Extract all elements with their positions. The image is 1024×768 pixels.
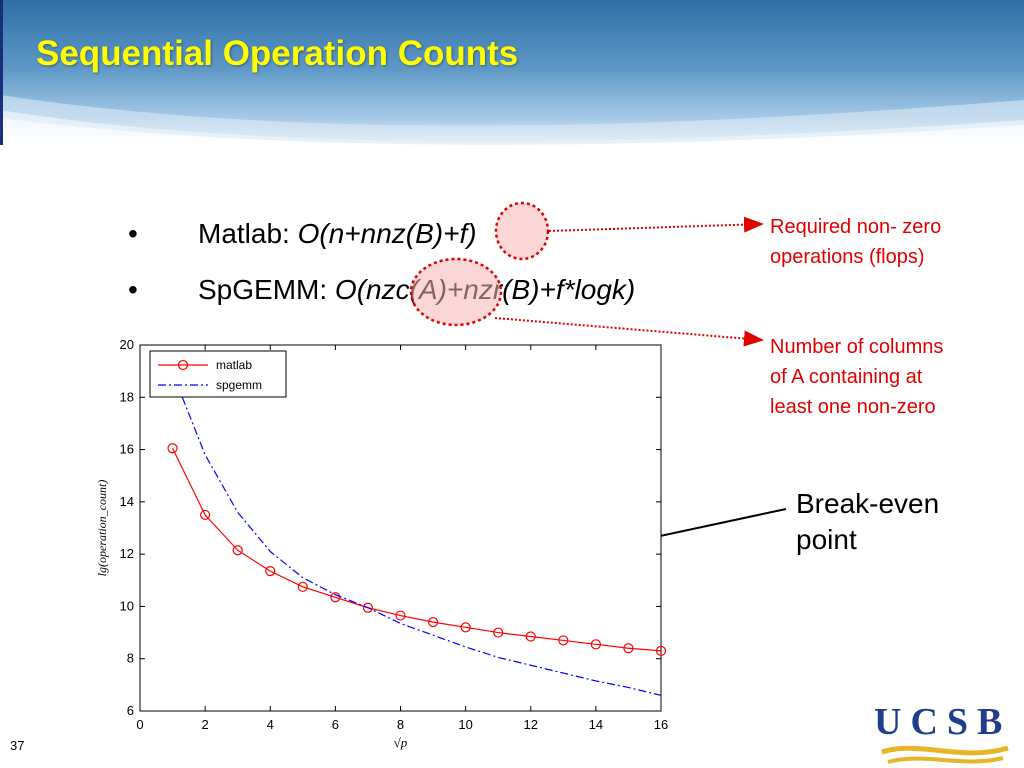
plot-area-frame xyxy=(139,344,662,712)
operation-count-chart: 0 2 4 6 8 10 12 14 16 6 8 10 12 14 16 18 20 √p lg(operatio… xyxy=(95,337,668,750)
highlight-circle-nzc xyxy=(409,257,503,327)
slide-title: Sequential Operation Counts xyxy=(36,34,519,73)
data-point-matlab xyxy=(265,566,276,577)
break-even-line: Break-even xyxy=(796,488,940,519)
annotation-flops: Required non- zero operations (flops) xyxy=(770,212,941,272)
logo-wave-icon xyxy=(881,745,1009,764)
slide-number: 37 xyxy=(10,738,25,753)
series-line-matlab xyxy=(172,448,662,652)
ucsb-logo: UCSB xyxy=(868,700,1018,766)
annotation-flops-line: operations (flops) xyxy=(770,246,925,268)
arrow-flops xyxy=(548,216,764,233)
data-point-matlab xyxy=(460,622,471,633)
bullet-matlab: • Matlab: O(n+nnz(B)+f) xyxy=(128,218,477,250)
data-point-matlab xyxy=(362,602,374,613)
data-point-matlab xyxy=(623,643,634,654)
y-tick-label: 8 xyxy=(127,651,134,666)
y-tick-label: 16 xyxy=(120,442,134,457)
data-point-matlab xyxy=(493,627,504,638)
chart-axes: 0 2 4 6 8 10 12 14 16 6 8 10 12 14 16 18 20 √p lg(operatio… xyxy=(95,337,668,750)
bullet-label: Matlab: xyxy=(198,218,298,249)
bullet-marker: • xyxy=(128,218,138,249)
chart-legend: matlab spgemm xyxy=(149,350,287,398)
legend-label-spgemm: spgemm xyxy=(216,378,262,392)
data-point-matlab xyxy=(590,639,601,650)
y-tick-label: 20 xyxy=(120,337,134,352)
break-even-line: point xyxy=(796,524,857,555)
data-point-matlab xyxy=(232,545,243,556)
data-point-matlab xyxy=(167,443,178,454)
annotation-break-even: Break-even point xyxy=(796,486,939,558)
bullet-formula: O(n+nnz(B)+f) xyxy=(297,218,477,249)
x-tick-label: 6 xyxy=(332,717,339,732)
annotation-columns: Number of columns of A containing at lea… xyxy=(770,332,943,422)
y-tick-label: 6 xyxy=(127,703,134,718)
bullet-marker: • xyxy=(128,274,138,305)
chart-series-layer xyxy=(167,397,667,696)
data-point-matlab xyxy=(655,645,667,656)
legend-marker-matlab xyxy=(177,359,189,371)
bullet-label: SpGEMM: xyxy=(198,274,335,305)
data-point-matlab xyxy=(525,631,536,642)
annotation-columns-line: of A containing at xyxy=(770,366,923,388)
x-axis-label: √p xyxy=(394,735,408,750)
legend-label-matlab: matlab xyxy=(216,358,252,372)
header-wave-decoration xyxy=(0,95,1024,160)
x-tick-label: 2 xyxy=(202,717,209,732)
legend-box xyxy=(149,350,287,398)
y-tick-label: 18 xyxy=(120,389,134,404)
x-tick-label: 16 xyxy=(654,717,668,732)
data-point-matlab xyxy=(395,610,406,621)
annotation-flops-line: Required non- zero xyxy=(770,216,942,238)
slide-header-banner xyxy=(0,0,1024,160)
series-line-spgemm xyxy=(181,397,662,696)
y-tick-label: 12 xyxy=(120,546,134,561)
header-left-accent-bar xyxy=(0,0,3,145)
data-point-matlab xyxy=(427,617,439,628)
y-axis-label: lg(operation_count) xyxy=(95,480,109,577)
x-tick-label: 8 xyxy=(397,717,404,732)
y-tick-label: 14 xyxy=(120,494,134,509)
x-tick-label: 14 xyxy=(589,717,603,732)
x-tick-label: 0 xyxy=(136,717,143,732)
x-tick-label: 12 xyxy=(524,717,538,732)
annotation-columns-line: Number of columns xyxy=(770,336,944,358)
highlight-circle-f xyxy=(494,201,550,261)
data-point-matlab xyxy=(200,509,211,521)
data-point-matlab xyxy=(297,581,308,592)
data-point-matlab xyxy=(330,592,341,603)
y-tick-label: 10 xyxy=(120,598,134,613)
annotation-columns-line: least one non-zero xyxy=(770,396,936,418)
arrow-columns xyxy=(494,317,764,347)
x-tick-label: 10 xyxy=(458,717,472,732)
data-point-matlab xyxy=(558,635,569,646)
x-tick-label: 4 xyxy=(267,717,274,732)
logo-wordmark: UCSB xyxy=(874,701,1012,743)
